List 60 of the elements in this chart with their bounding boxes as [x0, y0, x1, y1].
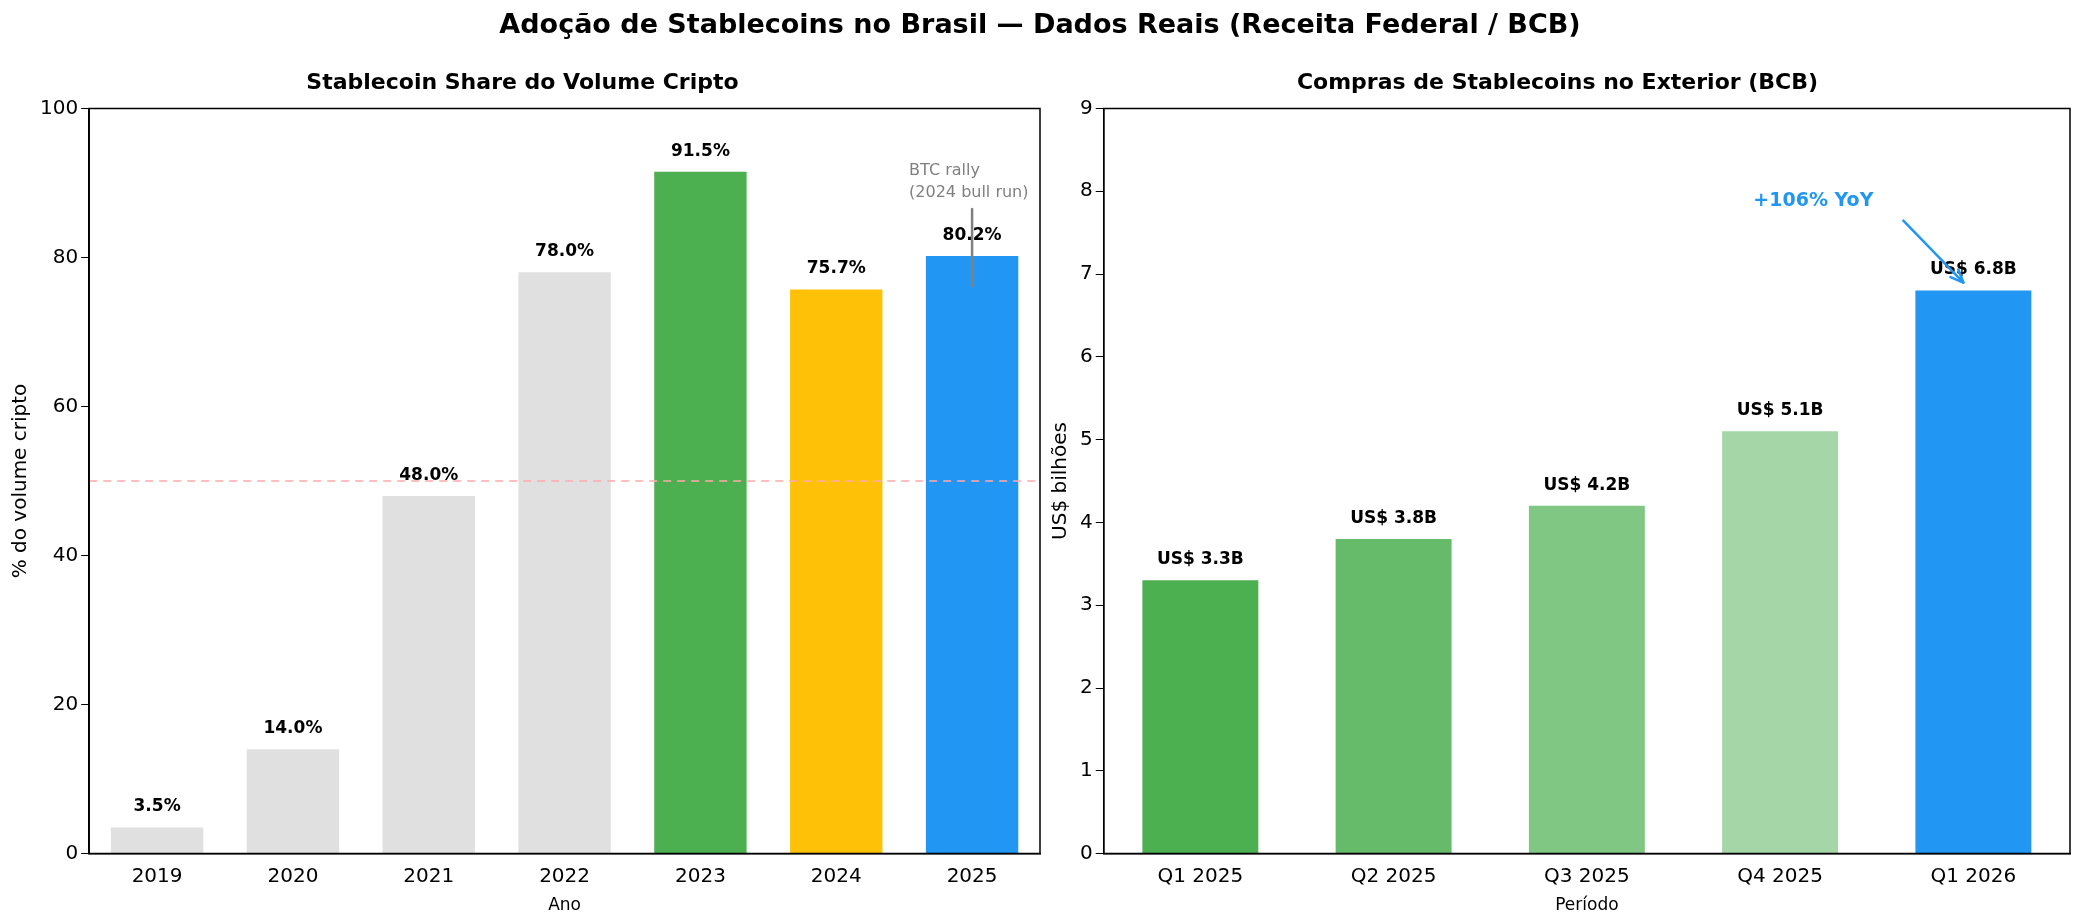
- y-axis-title: US$ bilhões: [1047, 422, 1072, 540]
- x-tick-label: Q1 2025: [1157, 862, 1244, 887]
- y-tick-label: 3: [1079, 591, 1093, 616]
- annotation: BTC rally (2024 bull run): [909, 160, 1029, 202]
- x-tick-label: Q1 2026: [1930, 862, 2017, 887]
- bar: [790, 289, 883, 854]
- data-label: US$ 5.1B: [1736, 399, 1824, 420]
- bar: [110, 827, 204, 854]
- y-tick-label: 60: [52, 392, 79, 417]
- x-tick-label: Q4 2025: [1737, 862, 1823, 887]
- bar: [1142, 580, 1259, 854]
- y-tick-label: 7: [1079, 260, 1093, 285]
- y-tick-label: 9: [1079, 94, 1093, 119]
- y-tick-label: 80: [52, 243, 79, 268]
- data-label: US$ 3.3B: [1156, 548, 1244, 569]
- y-tick-label: 6: [1079, 343, 1093, 367]
- bar: [1915, 290, 2032, 854]
- x-axis-title: Período: [1555, 894, 1619, 915]
- y-tick-label: 1: [1079, 757, 1093, 781]
- annotation: +106% YoY: [1753, 188, 1874, 210]
- data-label: 3.5%: [133, 795, 181, 816]
- bar: [654, 171, 747, 854]
- chart-title: Compras de Stablecoins no Exterior (BCB): [1296, 68, 1819, 94]
- bar: [925, 255, 1019, 854]
- x-tick-label: 2023: [674, 862, 726, 887]
- chart-title: Stablecoin Share do Volume Cripto: [306, 68, 739, 94]
- x-tick-label: Q2 2025: [1350, 862, 1437, 887]
- x-tick-label: 2019: [131, 862, 183, 887]
- bar: [1528, 505, 1645, 854]
- y-tick-label: 20: [52, 690, 79, 715]
- x-tick-label: 2025: [946, 862, 998, 887]
- y-tick-label: 8: [1079, 177, 1093, 202]
- text: Adoção de Stablecoins no Brasil — Dados Reais (Receita Federal / BCB): [498, 8, 1582, 39]
- data-label: US$ 4.2B: [1543, 473, 1631, 494]
- x-tick-label: 2024: [810, 862, 862, 887]
- y-tick-label: 100: [39, 94, 79, 119]
- data-label: 14.0%: [263, 717, 323, 738]
- data-label: 91.5%: [670, 139, 730, 160]
- bar: [246, 749, 340, 854]
- bar: [518, 272, 611, 854]
- y-tick-label: 0: [65, 839, 79, 864]
- data-label: 80.2%: [942, 223, 1002, 244]
- x-tick-label: 2020: [267, 862, 319, 887]
- y-tick-label: 2: [1079, 674, 1093, 699]
- x-tick-label: 2022: [539, 862, 591, 887]
- data-label: US$ 3.8B: [1350, 506, 1438, 527]
- bar: [1335, 538, 1452, 854]
- y-tick-label: 4: [1079, 508, 1093, 533]
- x-axis-title: Ano: [548, 894, 581, 915]
- y-axis-title: % do volume cripto: [7, 383, 32, 579]
- data-label: 75.7%: [806, 257, 866, 278]
- y-tick-label: 0: [1079, 839, 1093, 864]
- y-tick-label: 5: [1079, 425, 1093, 450]
- x-tick-label: Q3 2025: [1544, 862, 1630, 887]
- data-label: 78.0%: [535, 240, 595, 261]
- y-tick-label: 40: [52, 541, 79, 566]
- x-tick-label: 2021: [403, 862, 455, 887]
- bar: [1722, 431, 1839, 854]
- data-label: 48.0%: [399, 463, 459, 484]
- bar: [382, 495, 475, 854]
